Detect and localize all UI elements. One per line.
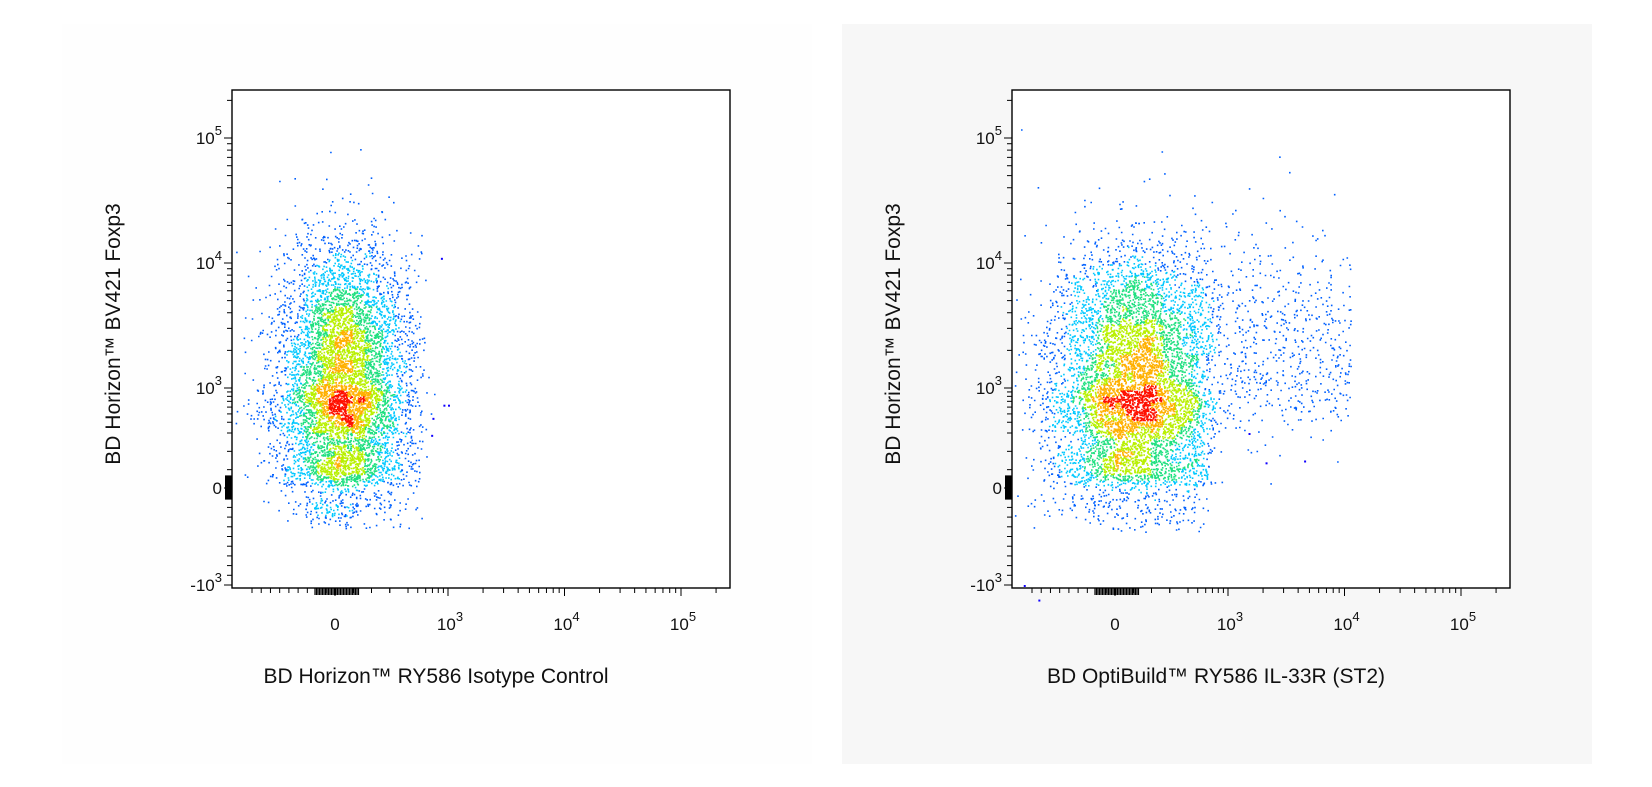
- plot1-outlier-point: [1304, 460, 1307, 463]
- plot0-y-tick-label: 0: [213, 479, 222, 498]
- plot0-frame: [231, 89, 731, 589]
- plot1-y-tick-label: -103: [970, 570, 1002, 595]
- plot0-y-tick-label: 104: [196, 248, 222, 273]
- plot1-y-tick-label: 0: [993, 479, 1002, 498]
- plot1-y-tick-label: 105: [976, 123, 1002, 148]
- dot-plot-il33r-st2: 0 103 104 105 -103 0 103 104 105 BD OptiBuild™ RY…: [882, 89, 1511, 688]
- plot0-y-axis-label: BD Horizon™ BV421 Foxp3: [102, 203, 125, 464]
- plot1-y-axis-label: BD Horizon™ BV421 Foxp3: [882, 203, 905, 464]
- plot1-x-tick-label: 103: [1217, 609, 1243, 634]
- plot1-events-density-6: [1103, 384, 1163, 422]
- plot1-x-tick-label: 105: [1450, 609, 1476, 634]
- plot0-outlier-point: [443, 404, 446, 407]
- plot1-outlier-point: [1265, 462, 1268, 465]
- plot1-x-tick-label: 0: [1110, 615, 1119, 634]
- plot0-x-tick-label: 0: [330, 615, 339, 634]
- plot1-y-tick-label: 104: [976, 248, 1002, 273]
- plot1-outlier-point: [1023, 585, 1026, 587]
- plot0-outlier-point: [431, 434, 434, 437]
- plot0-events-density-3: [292, 288, 396, 488]
- plot1-x-axis-label: BD OptiBuild™ RY586 IL-33R (ST2): [1047, 665, 1385, 688]
- plot0-outlier-point: [432, 417, 435, 420]
- plot1-y-tick-label: 103: [976, 373, 1002, 398]
- plot0-events-density-5: [316, 330, 372, 470]
- plot0-x-tick-label: 105: [670, 609, 696, 634]
- plot-panel-isotype-control: 0 103 104 105 -103 0 103 104 105 BD Horizon™ RY58…: [62, 24, 812, 764]
- plot0-y-tick-label: -103: [190, 570, 222, 595]
- plot1-x-tick-label: 104: [1333, 609, 1359, 634]
- plot0-x-tick-label: 104: [553, 609, 579, 634]
- plot-panel-il33r-st2: 0 103 104 105 -103 0 103 104 105 BD OptiBuild™ RY…: [842, 24, 1592, 764]
- plot0-x-axis-label: BD Horizon™ RY586 Isotype Control: [263, 665, 608, 688]
- plot1-outlier-point: [1248, 433, 1251, 435]
- dot-plot-isotype: 0 103 104 105 -103 0 103 104 105 BD Horizon™ RY58…: [102, 89, 731, 688]
- plot0-y-tick-label: 105: [196, 123, 222, 148]
- plot0-y-tick-label: 103: [196, 373, 222, 398]
- plot1-frame: [1011, 89, 1511, 589]
- plot0-outlier-point: [448, 404, 450, 407]
- plot0-events-density-4: [304, 306, 384, 482]
- plot0-outlier-point: [440, 257, 443, 260]
- plot0-events-density-2: [274, 252, 408, 518]
- plot0-events-density-6: [328, 390, 366, 428]
- plot1-outlier-point: [1038, 599, 1041, 602]
- plot1-events-density-2: [1048, 246, 1218, 501]
- plot0-x-tick-label: 103: [437, 609, 463, 634]
